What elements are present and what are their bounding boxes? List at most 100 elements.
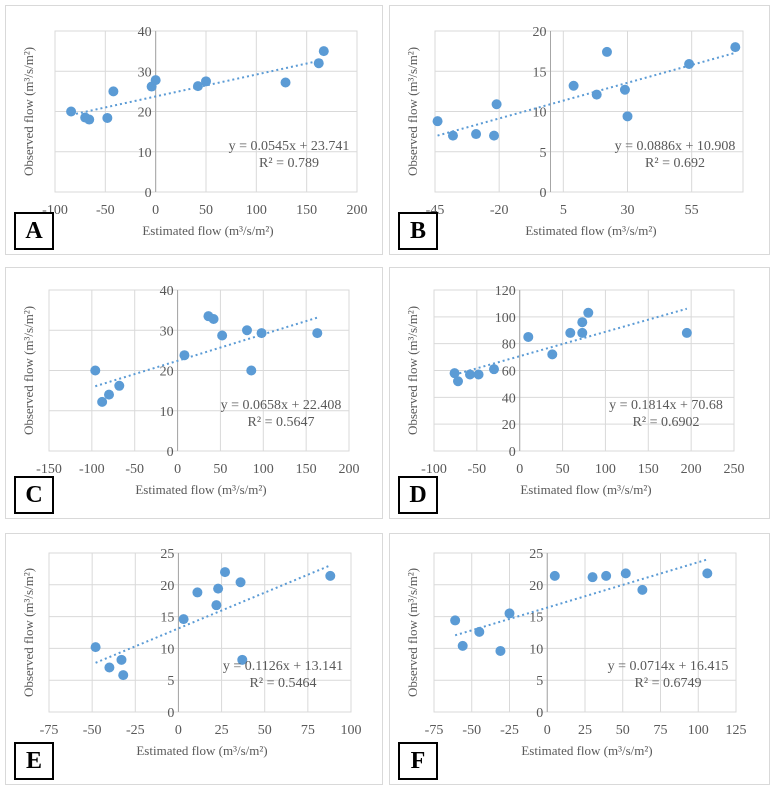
data-point bbox=[220, 567, 231, 578]
data-point bbox=[565, 327, 576, 338]
y-tick-label: 120 bbox=[495, 284, 516, 299]
plot-area bbox=[48, 289, 350, 452]
y-tick-label: 25 bbox=[529, 547, 543, 562]
y-tick-label: 0 bbox=[540, 186, 547, 201]
trendline-equation: y = 0.0658x + 22.408 bbox=[221, 398, 342, 413]
data-point bbox=[491, 99, 502, 110]
data-point bbox=[90, 365, 101, 376]
data-point bbox=[504, 608, 515, 619]
y-tick-label: 10 bbox=[529, 642, 543, 657]
panel-label: C bbox=[14, 476, 54, 514]
x-tick-label: -150 bbox=[36, 462, 62, 477]
trendline bbox=[70, 58, 324, 116]
plot-area bbox=[48, 552, 352, 713]
x-tick-label: -75 bbox=[40, 723, 59, 738]
x-tick-label: -75 bbox=[425, 723, 444, 738]
scatter-plot: 0 5 10 15 20 25 -75 -50 -25 0 25 50 75 100 Estimated f… bbox=[21, 547, 362, 758]
trendline-equation: y = 0.0886x + 10.908 bbox=[615, 139, 736, 154]
x-tick-label: -50 bbox=[125, 462, 144, 477]
y-tick-label: 10 bbox=[138, 146, 152, 161]
data-point bbox=[108, 86, 119, 97]
x-tick-label: 0 bbox=[175, 723, 182, 738]
x-tick-label: -25 bbox=[500, 723, 519, 738]
data-point bbox=[90, 642, 101, 653]
x-tick-label: 25 bbox=[215, 723, 229, 738]
y-tick-label: 15 bbox=[529, 611, 543, 626]
data-point bbox=[622, 111, 633, 122]
data-point bbox=[577, 327, 588, 338]
data-point bbox=[280, 77, 291, 88]
y-tick-label: 5 bbox=[167, 674, 174, 689]
x-tick-label: 50 bbox=[258, 723, 272, 738]
data-point bbox=[313, 58, 324, 69]
y-tick-label: 0 bbox=[536, 706, 543, 721]
data-point bbox=[702, 568, 713, 579]
data-point bbox=[235, 577, 246, 588]
r-squared-label: R² = 0.6749 bbox=[635, 676, 702, 691]
data-point bbox=[473, 369, 484, 380]
data-point bbox=[637, 584, 648, 595]
x-tick-label: 0 bbox=[544, 723, 551, 738]
y-tick-label: 5 bbox=[540, 146, 547, 161]
x-tick-label: 100 bbox=[253, 462, 274, 477]
x-tick-label: 50 bbox=[556, 462, 570, 477]
data-point bbox=[237, 654, 248, 665]
trendline-equation: y = 0.0714x + 16.415 bbox=[608, 659, 729, 674]
data-point bbox=[471, 129, 482, 140]
r-squared-label: R² = 0.5647 bbox=[248, 415, 315, 430]
scatter-plot: 0 10 20 30 40 -150 -100 -50 0 50 100 150 200 Estimate… bbox=[21, 284, 360, 497]
panel-label: F bbox=[398, 742, 438, 780]
x-tick-label: 55 bbox=[685, 203, 699, 218]
trendline-equation: y = 0.0545x + 23.741 bbox=[229, 139, 350, 154]
y-tick-label: 30 bbox=[138, 65, 152, 80]
x-tick-label: 0 bbox=[152, 203, 159, 218]
x-tick-label: -50 bbox=[462, 723, 481, 738]
plot-area bbox=[433, 289, 735, 452]
x-tick-label: 75 bbox=[654, 723, 668, 738]
x-tick-label: 50 bbox=[213, 462, 227, 477]
y-tick-label: 40 bbox=[160, 284, 174, 299]
data-point bbox=[213, 583, 224, 594]
y-tick-label: 15 bbox=[160, 611, 174, 626]
data-point bbox=[201, 76, 211, 87]
chart-panel-f: 0 5 10 15 20 25 -75 -50 -25 0 25 50 75 100 125 Estimate… bbox=[389, 533, 770, 785]
x-tick-label: -20 bbox=[490, 203, 509, 218]
data-point bbox=[601, 570, 612, 581]
y-axis-title: Observed flow (m³/s/m²) bbox=[21, 47, 36, 176]
x-tick-label: 0 bbox=[516, 462, 523, 477]
y-tick-label: 20 bbox=[138, 106, 152, 121]
chart-panel-e: 0 5 10 15 20 25 -75 -50 -25 0 25 50 75 100 Estimated f… bbox=[5, 533, 383, 785]
data-point bbox=[453, 376, 463, 387]
x-axis-title: Estimated flow (m³/s/m²) bbox=[521, 743, 652, 758]
data-point bbox=[591, 89, 602, 100]
data-point bbox=[217, 330, 228, 341]
y-tick-label: 20 bbox=[160, 365, 174, 380]
data-point bbox=[447, 130, 458, 141]
x-axis-title: Estimated flow (m³/s/m²) bbox=[525, 223, 656, 238]
data-point bbox=[620, 568, 631, 579]
data-point bbox=[312, 328, 323, 339]
data-point bbox=[192, 587, 203, 598]
data-point bbox=[489, 364, 499, 375]
data-point bbox=[116, 654, 127, 665]
y-tick-label: 0 bbox=[145, 186, 152, 201]
y-tick-label: 20 bbox=[502, 418, 516, 433]
data-point bbox=[449, 368, 460, 379]
trendline bbox=[437, 51, 736, 137]
data-point bbox=[684, 59, 695, 70]
y-tick-label: 5 bbox=[536, 674, 543, 689]
x-axis-title: Estimated flow (m³/s/m²) bbox=[142, 223, 273, 238]
trendline bbox=[95, 564, 331, 664]
plot-area bbox=[434, 30, 744, 193]
y-tick-label: 15 bbox=[533, 65, 547, 80]
x-tick-label: 200 bbox=[681, 462, 702, 477]
x-tick-label: 75 bbox=[301, 723, 315, 738]
y-tick-label: 30 bbox=[160, 324, 174, 339]
y-tick-label: 20 bbox=[533, 25, 547, 40]
data-point bbox=[568, 80, 579, 91]
x-tick-label: 150 bbox=[296, 203, 317, 218]
x-tick-label: -100 bbox=[79, 462, 105, 477]
data-point bbox=[465, 369, 475, 380]
